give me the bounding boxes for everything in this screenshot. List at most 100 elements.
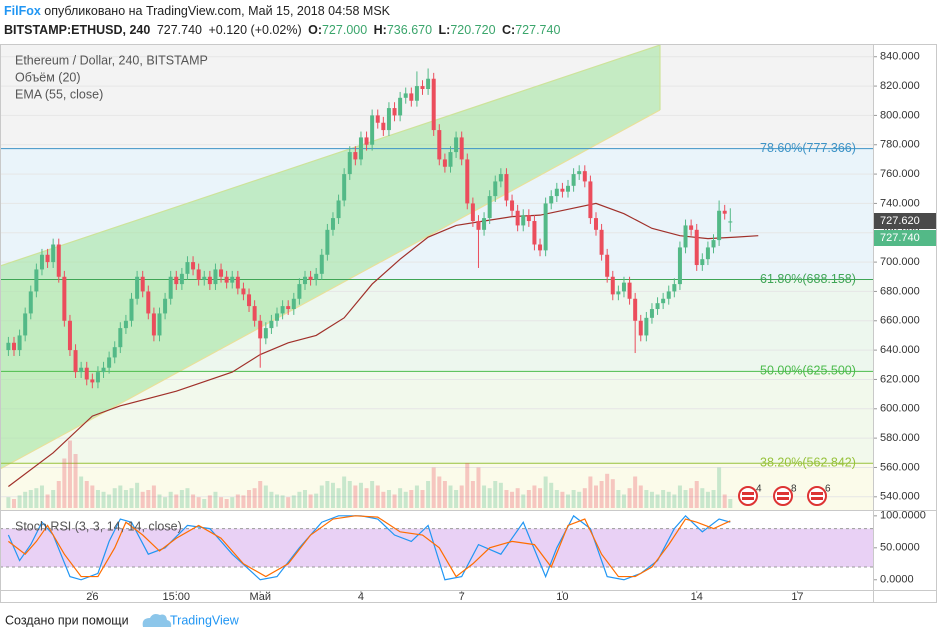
candle-body — [414, 86, 419, 101]
candle-body — [582, 171, 587, 182]
volume-bar — [286, 497, 291, 508]
candle-body — [308, 276, 313, 280]
volume-bar — [661, 490, 666, 508]
y-tick-label: 680.000 — [880, 285, 920, 297]
y-tick-label: 660.000 — [880, 315, 920, 327]
candle-body — [235, 276, 240, 289]
volume-bar — [616, 490, 621, 508]
volume-bar — [51, 490, 56, 508]
symbol: BITSTAMP:ETHUSD, 240 — [4, 23, 151, 37]
candle-body — [666, 291, 671, 299]
volume-bar — [409, 490, 414, 508]
volume-bar — [677, 485, 682, 508]
volume-bar — [56, 481, 61, 508]
candle-body — [330, 218, 335, 230]
quote-value: 727.000 — [321, 23, 368, 37]
candle-body — [538, 244, 543, 251]
author[interactable]: FilFox — [4, 4, 41, 18]
candle-body — [252, 306, 257, 321]
candle-body — [566, 185, 571, 192]
quote-value: 727.740 — [515, 23, 561, 37]
volume-bar — [398, 488, 403, 508]
candle-body — [711, 240, 716, 248]
price-label: 727.740 — [880, 232, 920, 244]
volume-bar — [420, 490, 425, 508]
volume-bar — [336, 488, 341, 508]
volume-bar — [179, 490, 184, 508]
volume-bar — [694, 481, 699, 508]
candle-body — [11, 342, 16, 351]
volume-bar — [219, 497, 224, 508]
candle-body — [62, 276, 67, 321]
volume-bar — [224, 499, 229, 508]
candle-body — [672, 284, 677, 292]
candle-body — [426, 78, 431, 90]
candle-body — [219, 269, 224, 277]
candle-body — [605, 254, 610, 277]
volume-bar — [67, 440, 72, 508]
candle-body — [230, 276, 235, 283]
volume-bar — [62, 458, 67, 508]
volume-bar — [185, 488, 190, 508]
footer-brand[interactable]: TradingView — [170, 613, 240, 627]
volume-bar — [151, 485, 156, 508]
candle-body — [683, 225, 688, 248]
channel-fill — [0, 45, 660, 469]
volume-bar — [571, 490, 576, 508]
candle-body — [191, 262, 196, 270]
candle-body — [588, 181, 593, 219]
volume-bar — [621, 494, 626, 508]
volume-bar — [560, 491, 565, 508]
volume-bar — [414, 485, 419, 508]
candle-body — [163, 298, 168, 314]
volume-bar — [375, 485, 380, 508]
volume-bar — [364, 488, 369, 508]
volume-bar — [230, 497, 235, 508]
y-tick-label: 0.0000 — [880, 574, 914, 586]
volume-bar — [672, 494, 677, 508]
volume-bar — [610, 479, 615, 508]
candle-body — [247, 294, 252, 307]
volume-bar — [459, 485, 464, 508]
candle-body — [661, 298, 666, 304]
legend-ema: EMA (55, close) — [15, 87, 103, 101]
candle-body — [213, 269, 218, 285]
legend: Ethereum / Dollar, 240, BITSTAMP Объём (… — [15, 53, 208, 533]
candle-body — [599, 229, 604, 255]
y-tick-label: 640.000 — [880, 344, 920, 356]
candle-body — [297, 284, 302, 299]
y-tick-label: 760.000 — [880, 168, 920, 180]
candle-body — [56, 244, 61, 277]
candle-body — [185, 262, 190, 274]
volume-bar — [297, 491, 302, 508]
candle-body — [398, 97, 403, 116]
candle-body — [84, 367, 89, 380]
candle-body — [17, 335, 22, 351]
published: опубликовано на TradingView.com, Май 15,… — [44, 4, 391, 18]
y-tick-label: 700.000 — [880, 256, 920, 268]
volume-bar — [95, 490, 100, 508]
volume-bar — [107, 494, 112, 508]
volume-bar — [235, 494, 240, 508]
volume-bar — [683, 490, 688, 508]
brand-icon — [142, 614, 172, 627]
price-label-box — [874, 230, 936, 246]
candle-body — [649, 309, 654, 318]
volume-bar — [515, 488, 520, 508]
volume-bar — [426, 481, 431, 508]
volume-bar — [577, 491, 582, 508]
fib-label: 61.80%(688.158) — [760, 272, 856, 286]
candle-body — [263, 328, 268, 339]
x-tick-label: Май — [249, 591, 271, 603]
volume-bar — [84, 481, 89, 508]
volume-bar — [6, 497, 11, 508]
legend-volume: Объём (20) — [15, 70, 81, 84]
candle-body — [353, 152, 358, 160]
volume-bar — [593, 485, 598, 508]
volume-bar — [23, 491, 28, 508]
candle-body — [487, 196, 492, 219]
candle-body — [224, 276, 229, 283]
candle-body — [442, 159, 447, 167]
candle-body — [593, 218, 598, 230]
